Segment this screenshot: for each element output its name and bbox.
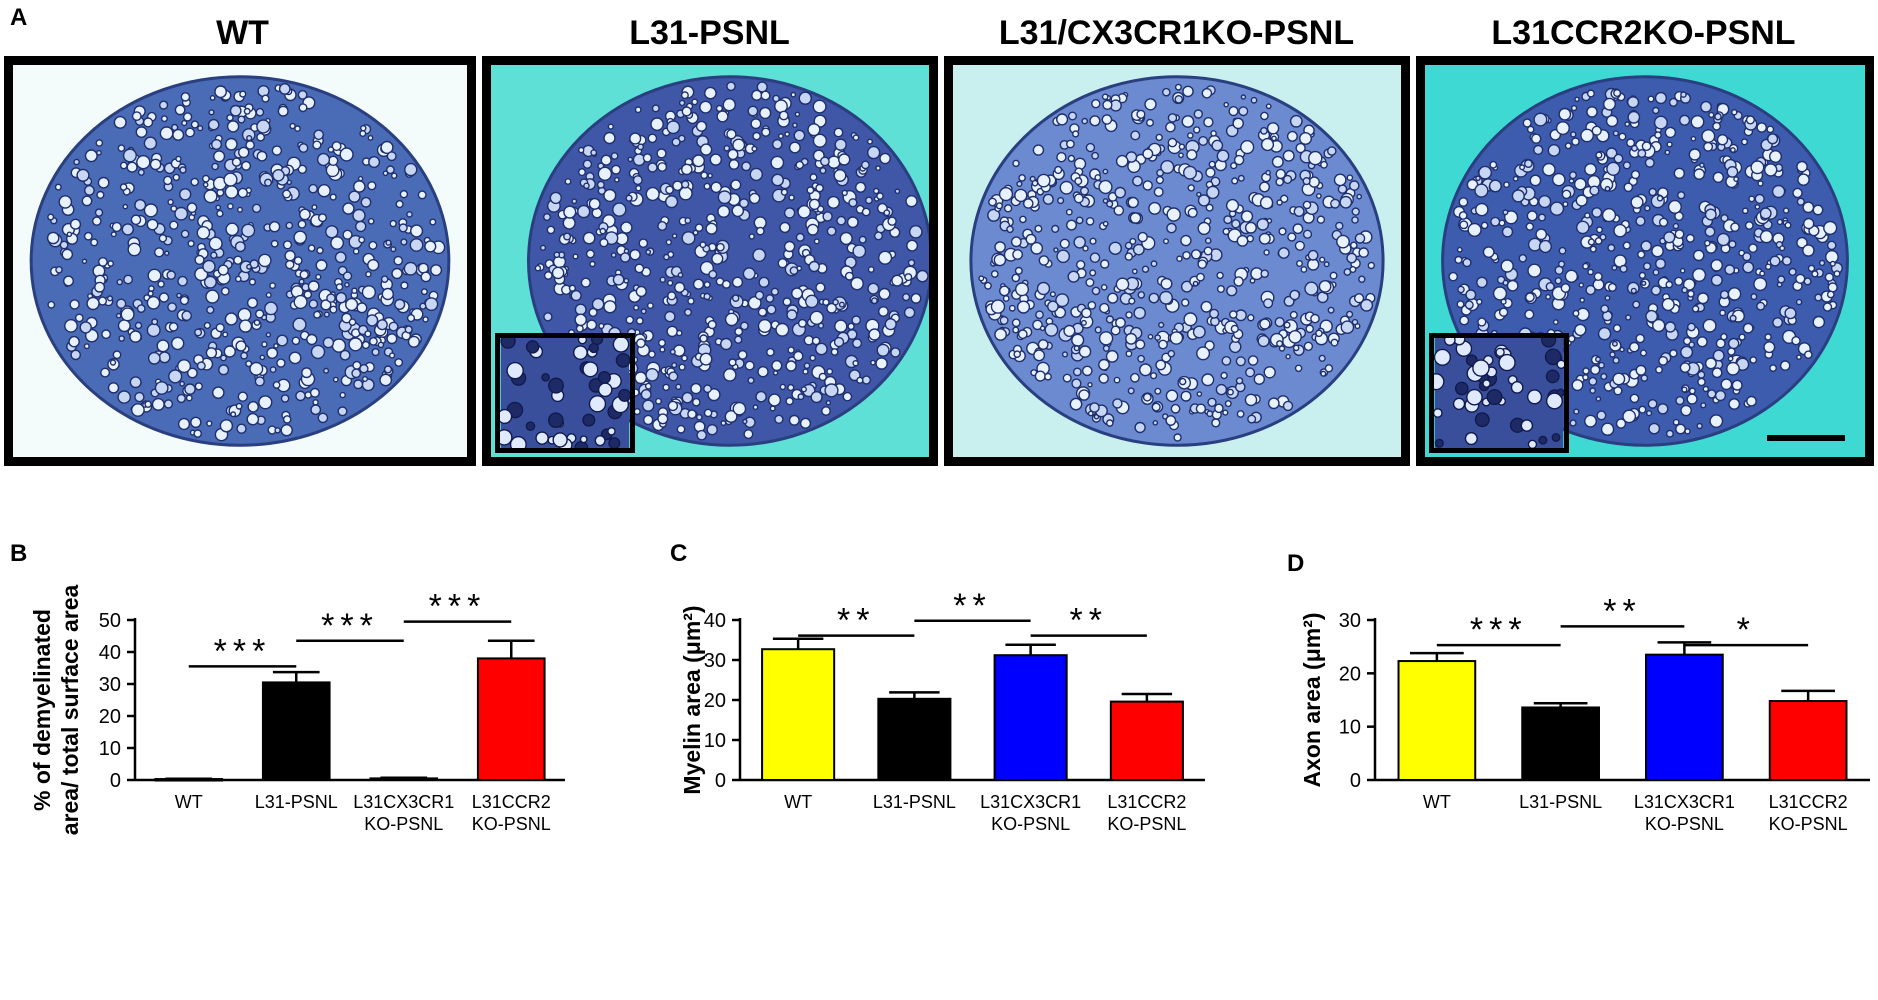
x-tick-label: L31CX3CR1	[980, 792, 1081, 812]
y-axis-label: Axon area (μm²)	[1299, 612, 1325, 787]
y-tick-label: 30	[99, 674, 121, 696]
micrograph-title-l31-psnl: L31-PSNL	[629, 14, 790, 52]
bar	[877, 697, 952, 781]
micrograph-wt	[4, 56, 476, 466]
panel-letter-d: D	[1287, 550, 1305, 577]
x-tick-label: KO-PSNL	[991, 814, 1070, 834]
bar	[1768, 700, 1848, 781]
x-tick-label: KO-PSNL	[364, 814, 443, 834]
x-tick-label: L31CX3CR1	[353, 792, 454, 812]
micrograph-l31-psnl	[482, 56, 938, 466]
significance-stars: **	[1070, 602, 1108, 640]
y-tick-label: 0	[110, 770, 121, 792]
panel-letter-b: B	[10, 540, 28, 567]
nerve-image	[953, 65, 1401, 457]
y-tick-label: 30	[1339, 610, 1361, 632]
y-tick-label: 30	[704, 650, 726, 672]
inset-image	[1434, 338, 1564, 448]
y-tick-label: 0	[715, 770, 726, 792]
magnified-inset	[1429, 333, 1569, 453]
significance-stars: ***	[321, 607, 379, 645]
axon-texture	[46, 83, 446, 442]
significance-stars: **	[953, 587, 991, 625]
micrograph-title-wt: WT	[216, 14, 269, 52]
micrograph-l31-cx3cr1ko-psnl	[944, 56, 1410, 466]
significance-stars: ***	[1470, 611, 1528, 649]
axon-texture	[534, 81, 929, 441]
bar	[476, 657, 546, 781]
significance-stars: ***	[429, 588, 487, 626]
micrograph-title-l31-cx3cr1ko-psnl: L31/CX3CR1KO-PSNL	[998, 14, 1355, 52]
bar	[1397, 660, 1477, 781]
bar	[1521, 706, 1600, 781]
y-axis-label: area/ total surface area	[57, 585, 83, 836]
y-tick-label: 20	[99, 706, 121, 728]
x-tick-label: L31CCR2	[472, 792, 551, 812]
chart-d: 0 10 20 30 Axon area (μm²) WT L31-PSNL L31CX3CR…	[1299, 592, 1870, 834]
y-tick-label: 20	[704, 690, 726, 712]
x-tick-label: L31CCR2	[1107, 792, 1186, 812]
magnified-inset	[495, 333, 635, 453]
significance-stars: **	[837, 602, 875, 640]
y-tick-label: 10	[99, 738, 121, 760]
bar	[1109, 700, 1184, 782]
x-tick-label: WT	[1423, 792, 1451, 812]
bar	[1645, 653, 1724, 781]
nerve-image	[13, 65, 467, 457]
y-tick-label: 40	[704, 610, 726, 632]
panel-letter-c: C	[670, 540, 688, 567]
micrograph-l31ccr2ko-psnl	[1416, 56, 1874, 466]
bar	[993, 654, 1068, 781]
y-axis-label: Myelin area (μm²)	[679, 605, 705, 794]
bar	[261, 681, 331, 781]
chart-b: 0 10 20 30 40 50 % of demyelinated area/ total …	[29, 585, 565, 836]
y-tick-label: 10	[1339, 717, 1361, 739]
x-tick-label: L31CCR2	[1769, 792, 1848, 812]
inset-image	[500, 338, 630, 448]
y-tick-label: 50	[99, 610, 121, 632]
x-tick-label: L31-PSNL	[1519, 792, 1602, 812]
micrograph-title-l31ccr2ko-psnl: L31CCR2KO-PSNL	[1491, 14, 1796, 52]
axon-texture	[978, 83, 1376, 442]
x-tick-label: L31-PSNL	[873, 792, 956, 812]
x-tick-label: WT	[175, 792, 203, 812]
scale-bar	[1767, 435, 1845, 441]
x-tick-label: KO-PSNL	[472, 814, 551, 834]
bar	[761, 648, 836, 781]
x-tick-label: WT	[784, 792, 812, 812]
x-tick-label: L31-PSNL	[255, 792, 338, 812]
y-tick-label: 0	[1350, 770, 1361, 792]
panel-letter-a: A	[10, 4, 28, 31]
x-tick-label: KO-PSNL	[1769, 814, 1848, 834]
x-tick-label: KO-PSNL	[1645, 814, 1724, 834]
x-tick-label: L31CX3CR1	[1634, 792, 1735, 812]
significance-stars: **	[1603, 592, 1641, 630]
y-axis-label: % of demyelinated	[29, 609, 55, 811]
significance-stars: ***	[214, 632, 272, 670]
y-tick-label: 40	[99, 642, 121, 664]
x-tick-label: KO-PSNL	[1107, 814, 1186, 834]
y-tick-label: 20	[1339, 663, 1361, 685]
significance-stars: *	[1737, 611, 1756, 649]
y-tick-label: 10	[704, 730, 726, 752]
